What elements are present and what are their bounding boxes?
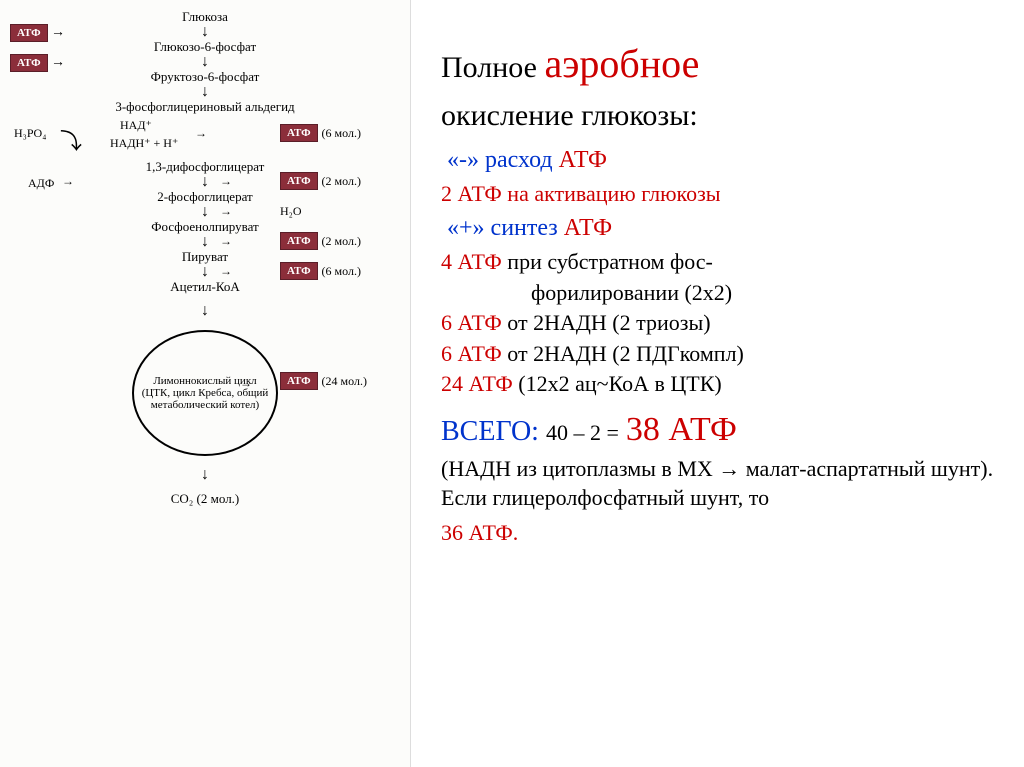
adp-row: АДФ → ↓ → АТФ (2 мол.) xyxy=(0,176,410,188)
krebs-cycle-circle: Лимоннокислый цикл (ЦТК, цикл Кребса, об… xyxy=(132,330,278,456)
arrow-right-icon: → xyxy=(48,55,66,70)
atp-out-4: АТФ (6 мол.) xyxy=(280,262,361,280)
expense-line: «-» расход АТФ xyxy=(441,145,994,175)
arrow-right-icon: → xyxy=(48,25,66,40)
step-co2: CO₂ (2 мол.) xyxy=(0,490,410,508)
arrow-right-icon: → xyxy=(62,174,74,189)
title: Полное аэробное xyxy=(441,40,994,87)
explanation-panel: Полное аэробное окисление глюкозы: «-» р… xyxy=(411,0,1024,767)
item-6atp-1: 6 АТФ от 2НАДН (2 триозы) xyxy=(441,310,994,336)
expense-atp: АТФ xyxy=(559,147,607,173)
arrow-right-icon: → xyxy=(240,376,252,391)
arrow-down-icon: ↓ xyxy=(201,26,209,38)
item-text: (12x2 ац~КоА в ЦТК) xyxy=(518,371,721,396)
arrow-right-icon: → xyxy=(220,264,232,279)
synth-atp: АТФ xyxy=(564,215,612,241)
atp-badge-1: АТФ → xyxy=(10,23,65,42)
step-acetyl-coa: Ацетил-КоА xyxy=(0,278,410,296)
nad-row: H₃PO₄ НАД⁺ НАДН⁺ + H⁺ ⤵ → АТФ (6 мол.) xyxy=(0,116,410,158)
explain-red: 36 АТФ. xyxy=(441,519,994,548)
title-line2: окисление глюкозы: xyxy=(441,99,994,133)
arrow-down-icon: ↓ xyxy=(0,460,410,490)
expense-label: «-» расход xyxy=(447,147,553,173)
item-4atp: 4 АТФ при субстратном фос- xyxy=(441,249,994,275)
item-4atp-cont: форилировании (2x2) xyxy=(441,280,994,306)
explain-text: (НАДН из цитоплазмы в МХ → малат-аспарта… xyxy=(441,455,994,512)
item-24atp: 24 АТФ (12x2 ац~КоА в ЦТК) xyxy=(441,371,994,397)
arrow-down-icon: ↓ xyxy=(0,86,410,98)
total-label: ВСЕГО: xyxy=(441,416,539,447)
item-text: от 2НАДН (2 ПДГкомпл) xyxy=(507,341,744,366)
h2o-label: H₂O xyxy=(280,204,302,219)
item-num: 4 АТФ xyxy=(441,249,502,274)
arrow-down-icon: ↓ xyxy=(201,176,209,188)
item-6atp-2: 6 АТФ от 2НАДН (2 ПДГкомпл) xyxy=(441,341,994,367)
nadh-label: НАДН⁺ + H⁺ xyxy=(110,136,178,151)
expense-detail: 2 АТФ на активацию глюкозы xyxy=(441,181,994,207)
arrow-down-icon: ↓ xyxy=(201,206,209,218)
arrow-down-icon: ↓ xyxy=(201,236,209,248)
title-prefix: Полное xyxy=(441,51,544,84)
h2o-row: ↓ → H₂O xyxy=(0,206,410,218)
item-num: 24 АТФ xyxy=(441,371,513,396)
item-text: от 2НАДН (2 триозы) xyxy=(507,310,710,335)
item-num: 6 АТФ xyxy=(441,341,502,366)
atp-out-5: АТФ (24 мол.) xyxy=(280,372,367,390)
total-result: 38 АТФ xyxy=(626,411,737,448)
title-red: аэробное xyxy=(544,41,699,86)
item-num: 6 АТФ xyxy=(441,310,502,335)
pathway-diagram-panel: Глюкоза АТФ → ↓ Глюкозо-6-фосфат АТФ → ↓… xyxy=(0,0,411,767)
circle-row: Лимоннокислый цикл (ЦТК, цикл Кребса, об… xyxy=(0,326,410,460)
atp-badge-2: АТФ → xyxy=(10,53,65,72)
pep-arrow-row: ↓ → АТФ (2 мол.) xyxy=(0,236,410,248)
arrow-right-icon: → xyxy=(220,234,232,249)
synth-line: «+» синтез АТФ xyxy=(441,213,994,243)
total-calc: 40 – 2 = xyxy=(546,420,619,445)
nad-label: НАД⁺ xyxy=(120,118,152,133)
arrow-down-icon: ↓ xyxy=(0,296,410,326)
atp-out-2: АТФ (2 мол.) xyxy=(280,172,361,190)
arrow-right-icon: → xyxy=(220,174,232,189)
item-text: при субстратном фос- xyxy=(507,249,713,274)
arrow-row-1: АТФ → ↓ xyxy=(0,26,410,38)
atp-out-3: АТФ (2 мол.) xyxy=(280,232,361,250)
arrow-right-icon: → xyxy=(220,204,232,219)
curve-arrow-icon: ⤵ xyxy=(60,124,82,156)
synth-label: «+» синтез xyxy=(447,215,558,241)
total-line: ВСЕГО: 40 – 2 = 38 АТФ xyxy=(441,411,994,449)
pyruvate-arrow-row: ↓ → АТФ (6 мол.) xyxy=(0,266,410,278)
adp-label: АДФ xyxy=(28,176,54,191)
arrow-row-2: АТФ → ↓ xyxy=(0,56,410,68)
arrow-right-icon: → xyxy=(195,126,207,141)
arrow-down-icon: ↓ xyxy=(201,56,209,68)
atp-out-1: АТФ (6 мол.) xyxy=(280,124,361,142)
glycolysis-diagram: Глюкоза АТФ → ↓ Глюкозо-6-фосфат АТФ → ↓… xyxy=(0,8,410,508)
h3po4-label: H₃PO₄ xyxy=(14,126,46,141)
step-3pga: 3-фосфоглицериновый альдегид xyxy=(0,98,410,116)
arrow-down-icon: ↓ xyxy=(201,266,209,278)
